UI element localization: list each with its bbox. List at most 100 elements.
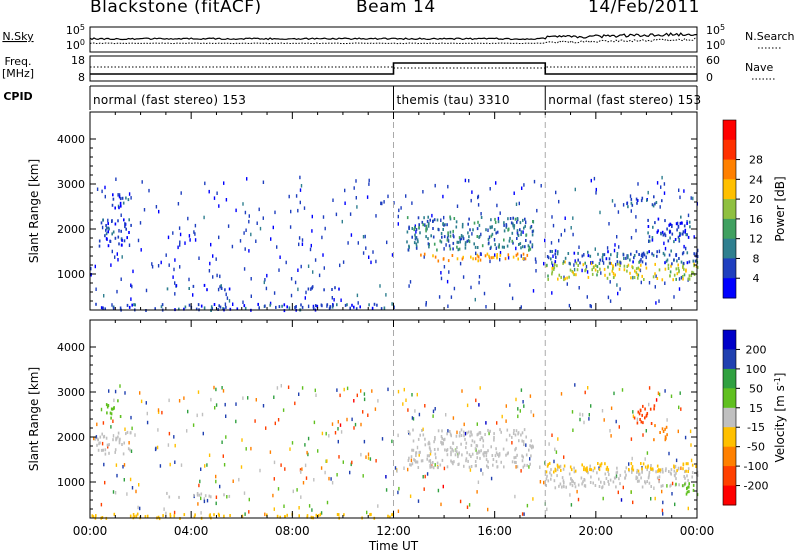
colorbar-tick-label: 50: [749, 382, 763, 395]
power-cell: [694, 259, 697, 263]
velocity-cell: [461, 389, 463, 393]
velocity-cell: [156, 445, 159, 450]
velocity-cell: [678, 483, 680, 487]
power-cell: [566, 282, 568, 286]
velocity-cell: [122, 465, 124, 469]
x-axis-label: Time UT: [368, 539, 419, 553]
velocity-cell: [405, 398, 407, 402]
power-cell: [336, 303, 338, 307]
velocity-cell: [304, 443, 306, 447]
power-cell: [683, 224, 686, 228]
velocity-cell: [443, 437, 446, 441]
power-cell: [672, 278, 674, 282]
velocity-cell: [286, 513, 288, 517]
velocity-cell: [525, 453, 528, 457]
velocity-cell: [381, 437, 384, 441]
power-cell: [516, 229, 519, 233]
power-cell: [166, 287, 169, 291]
power-cell: [112, 193, 114, 197]
power-cell: [564, 260, 566, 264]
power-cell: [449, 234, 452, 238]
power-cell: [531, 230, 534, 234]
power-cell: [487, 228, 489, 232]
velocity-cell: [125, 432, 127, 436]
power-cell: [242, 202, 244, 206]
power-cell: [612, 276, 615, 279]
power-cell: [627, 256, 629, 260]
velocity-cell: [666, 418, 668, 422]
power-cell: [662, 233, 665, 237]
power-cell: [256, 221, 258, 225]
power-cell: [143, 208, 146, 212]
velocity-cell: [200, 467, 202, 471]
power-cell: [347, 241, 349, 245]
velocity-cell: [465, 457, 468, 461]
velocity-cell: [655, 470, 657, 474]
power-cell: [391, 253, 394, 257]
power-cell: [590, 178, 592, 183]
power-cell: [616, 235, 618, 239]
velocity-cell: [330, 477, 332, 481]
power-cell: [528, 245, 531, 249]
velocity-cell: [91, 514, 94, 518]
power-cell: [295, 194, 298, 198]
velocity-cell: [675, 458, 678, 463]
power-cell: [427, 224, 430, 228]
velocity-cell: [437, 447, 439, 451]
power-cell: [433, 218, 436, 222]
power-cell: [316, 304, 319, 308]
power-cell: [678, 287, 681, 291]
velocity-cell: [608, 482, 610, 486]
power-cell: [630, 276, 632, 280]
velocity-cell: [605, 477, 608, 480]
velocity-cell: [158, 517, 161, 521]
power-cell: [375, 214, 377, 218]
power-cell: [552, 223, 555, 228]
velocity-cell: [588, 413, 590, 417]
velocity-cell: [117, 435, 119, 439]
power-cell: [414, 226, 416, 230]
power-cell: [380, 201, 382, 206]
velocity-cell: [671, 481, 674, 486]
power-cell: [117, 219, 119, 223]
power-cell: [677, 267, 680, 270]
velocity-cell: [247, 396, 249, 400]
velocity-cell: [689, 429, 692, 434]
velocity-cell: [529, 394, 532, 398]
power-cell: [312, 270, 314, 274]
power-cell: [430, 234, 432, 238]
power-cell: [458, 236, 461, 240]
velocity-cell: [100, 448, 103, 452]
velocity-cell: [580, 476, 583, 480]
power-cell: [641, 260, 644, 264]
power-cell: [575, 273, 577, 277]
velocity-cell: [287, 385, 290, 389]
power-cell: [660, 232, 662, 236]
power-cell: [419, 231, 421, 235]
noise-right-tick-bottom: 100: [706, 38, 725, 52]
power-cell: [192, 293, 194, 297]
noise-right-label: N.Search: [745, 30, 795, 43]
velocity-cell: [414, 409, 416, 413]
power-cell: [622, 203, 625, 207]
velocity-cell: [407, 459, 410, 462]
velocity-cell: [525, 435, 527, 439]
power-cell: [516, 252, 519, 256]
velocity-cell: [685, 492, 688, 496]
velocity-cell: [367, 452, 370, 456]
power-cell: [269, 303, 271, 307]
power-cell: [682, 265, 684, 269]
velocity-cell: [646, 412, 649, 415]
power-cell: [210, 305, 213, 309]
power-cell: [461, 257, 464, 261]
power-cell: [646, 251, 649, 255]
velocity-cell: [342, 460, 344, 464]
velocity-cell: [225, 414, 227, 418]
power-cell: [524, 217, 526, 221]
power-cell: [456, 257, 459, 261]
velocity-cell: [523, 512, 525, 516]
power-cell: [610, 262, 612, 266]
velocity-cell: [487, 460, 489, 464]
colorbar-segment: [723, 407, 736, 428]
power-cell: [411, 201, 413, 205]
